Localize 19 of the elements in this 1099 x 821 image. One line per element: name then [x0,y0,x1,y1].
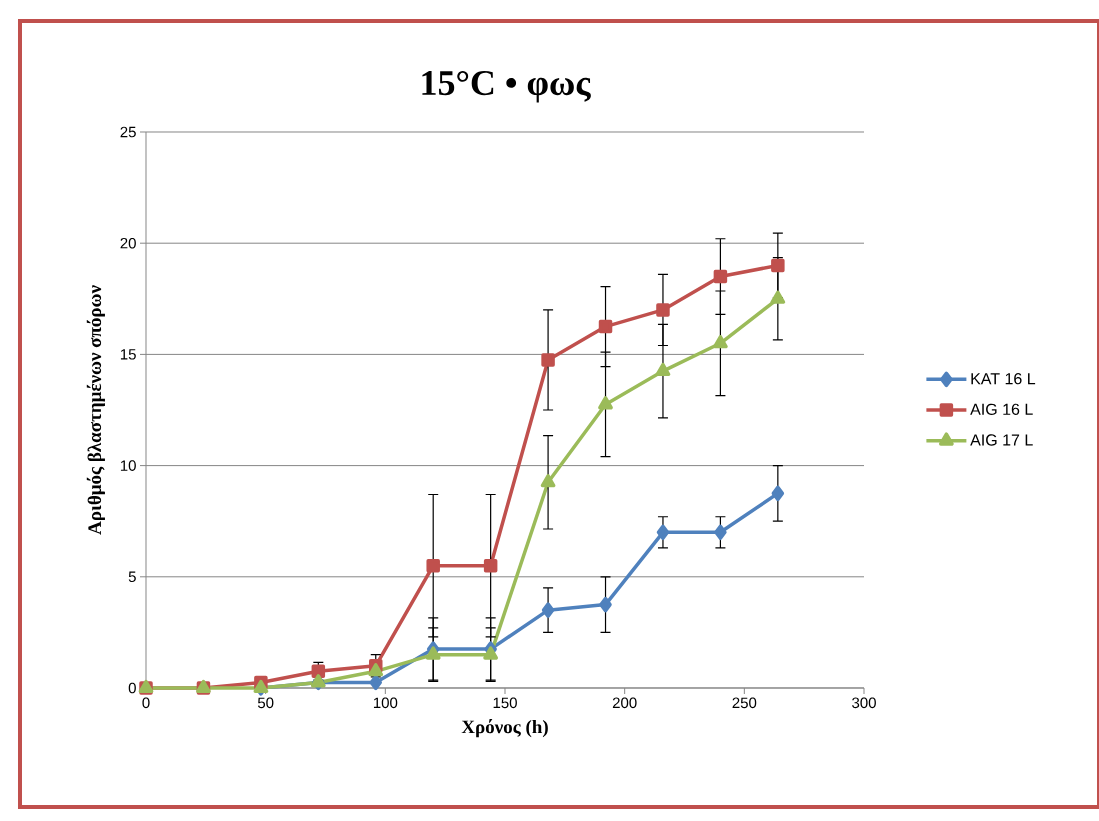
y-tick-label: 10 [120,460,136,471]
y-tick-label: 15 [120,349,136,360]
x-axis-title: Χρόνος (h) [461,718,548,738]
legend-label: AIG 17 L [970,434,1033,446]
x-tick-label: 150 [493,697,517,709]
x-tick-label: 300 [852,697,876,709]
x-tick-label: 250 [732,697,757,709]
y-axis-title: Αριθμός βλαστημένων σπόρων [86,285,105,535]
x-tick-label: 0 [142,697,150,709]
x-tick-label: 200 [612,697,637,709]
legend-label: AIG 16 L [970,403,1033,415]
chart-title: 15°C • φως [422,70,591,103]
x-tick-label: 50 [257,697,274,709]
y-tick-label: 5 [128,571,136,583]
y-tick-label: 20 [120,237,136,249]
legend-label: KAT 16 L [971,373,1036,385]
y-tick-label: 25 [120,126,136,138]
y-tick-label: 0 [128,682,136,694]
x-tick-label: 100 [373,697,398,709]
